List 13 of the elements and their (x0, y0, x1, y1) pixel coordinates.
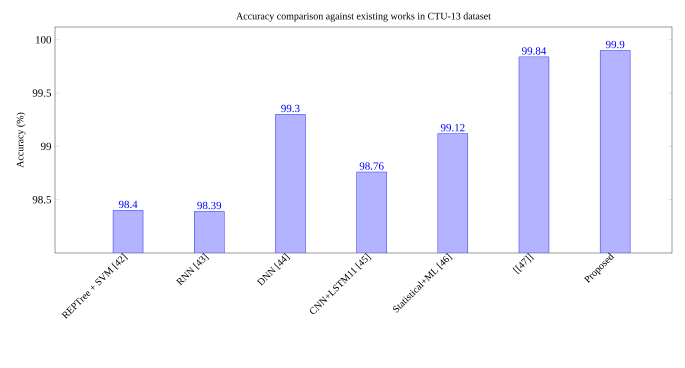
y-tick-label: 99 (40, 142, 52, 150)
data-label: 99.84 (522, 47, 546, 55)
data-label: 98.76 (360, 162, 384, 170)
y-tick-label: 98.5 (32, 196, 52, 204)
y-tick-label: 100 (36, 36, 52, 44)
y-tick-label: 99.5 (32, 89, 52, 97)
chart-title: Accuracy comparison against existing works in CTU-13 dataset (236, 12, 491, 22)
data-label: 99.9 (606, 40, 624, 48)
data-label: 98.4 (118, 200, 138, 208)
data-label: 98.39 (197, 202, 222, 210)
y-axis-title: Accuracy (%) (16, 112, 26, 168)
data-label: 99.12 (440, 124, 465, 132)
data-label: 99.3 (281, 104, 300, 112)
